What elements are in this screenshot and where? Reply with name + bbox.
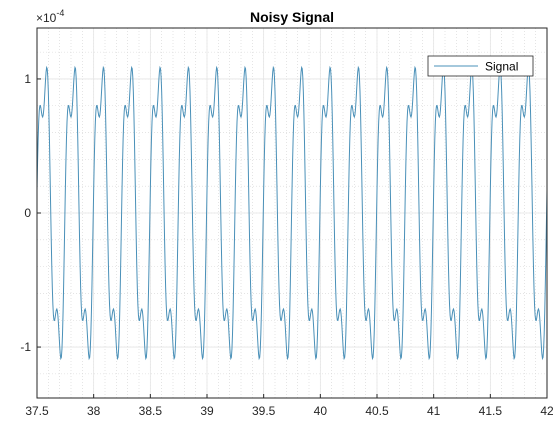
x-tick-label: 41 — [427, 404, 441, 418]
x-tick-label: 38.5 — [139, 404, 163, 418]
y-tick-label: -1 — [20, 340, 31, 354]
y-axis-ticks: -1 0 1 — [20, 72, 41, 354]
legend-label: Signal — [485, 60, 518, 74]
x-tick-label: 41.5 — [479, 404, 503, 418]
x-tick-label: 42 — [540, 404, 553, 418]
chart-title: Noisy Signal — [250, 9, 334, 25]
legend: Signal — [427, 55, 534, 77]
x-tick-label: 39 — [200, 404, 214, 418]
x-tick-label: 40.5 — [365, 404, 389, 418]
y-exponent-base: ×10 — [36, 11, 57, 25]
y-exponent-power: -4 — [56, 8, 64, 18]
y-tick-label: 1 — [24, 72, 31, 86]
y-tick-label: 0 — [24, 206, 31, 220]
x-tick-label: 39.5 — [252, 404, 276, 418]
signal-line — [36, 65, 548, 361]
legend-box — [427, 55, 534, 77]
x-tick-label: 37.5 — [25, 404, 49, 418]
x-tick-label: 40 — [314, 404, 328, 418]
y-exponent-label: ×10-4 — [36, 8, 64, 25]
x-tick-label: 38 — [87, 404, 101, 418]
x-axis-ticks: 37.5 38 38.5 39 39.5 40 40.5 41 41.5 42 — [25, 394, 553, 418]
minor-grid — [36, 28, 548, 398]
